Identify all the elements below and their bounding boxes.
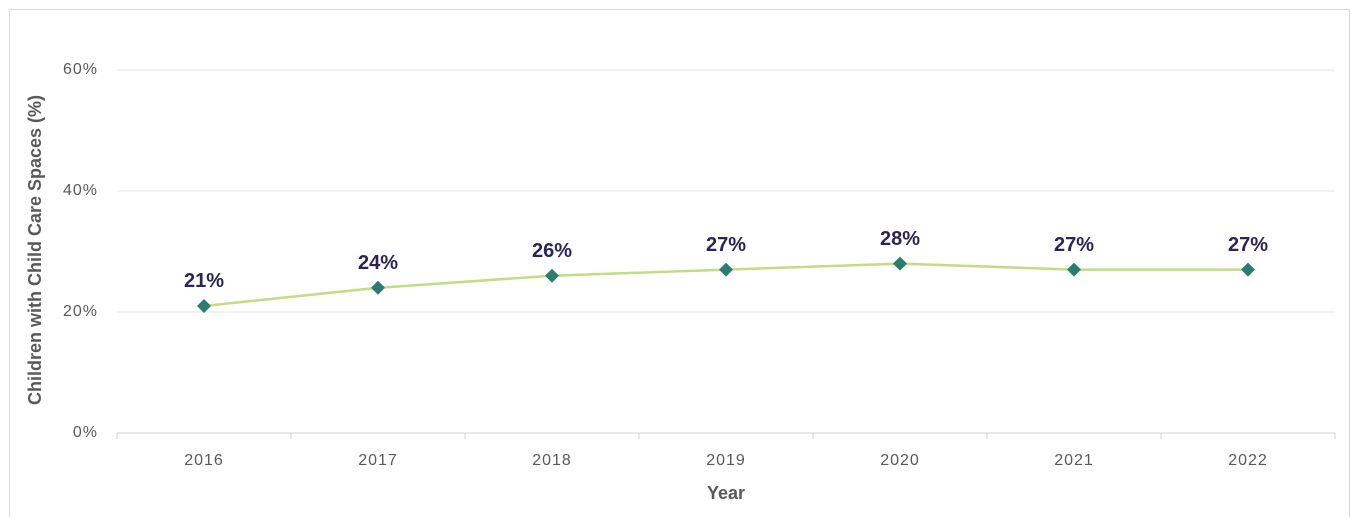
data-point bbox=[1067, 262, 1081, 277]
data-label: 21% bbox=[184, 270, 224, 292]
x-axis-title: Year bbox=[707, 483, 745, 503]
y-tick-label: 0% bbox=[73, 424, 98, 441]
x-tick-label: 2019 bbox=[706, 452, 746, 469]
x-tick-label: 2022 bbox=[1228, 452, 1268, 469]
data-point bbox=[545, 268, 559, 283]
chart-frame bbox=[9, 9, 1350, 517]
x-tick-label: 2021 bbox=[1054, 452, 1094, 469]
data-label: 28% bbox=[880, 228, 920, 250]
data-point bbox=[197, 298, 211, 313]
data-label: 27% bbox=[706, 234, 746, 256]
x-tick-label: 2017 bbox=[358, 452, 398, 469]
x-tick-label: 2016 bbox=[184, 452, 224, 469]
y-axis-title: Children with Child Care Spaces (%) bbox=[25, 95, 45, 405]
y-tick-label: 20% bbox=[63, 303, 98, 320]
data-label: 27% bbox=[1054, 234, 1094, 256]
data-label: 24% bbox=[358, 252, 398, 274]
x-tick-label: 2020 bbox=[880, 452, 920, 469]
data-label: 26% bbox=[532, 240, 572, 262]
data-point bbox=[719, 262, 733, 277]
data-point bbox=[1241, 262, 1255, 277]
data-point bbox=[371, 280, 385, 295]
data-point bbox=[893, 256, 907, 271]
x-tick-label: 2018 bbox=[532, 452, 572, 469]
data-label: 27% bbox=[1228, 234, 1268, 256]
y-tick-label: 60% bbox=[63, 61, 98, 78]
y-tick-label: 40% bbox=[63, 182, 98, 199]
